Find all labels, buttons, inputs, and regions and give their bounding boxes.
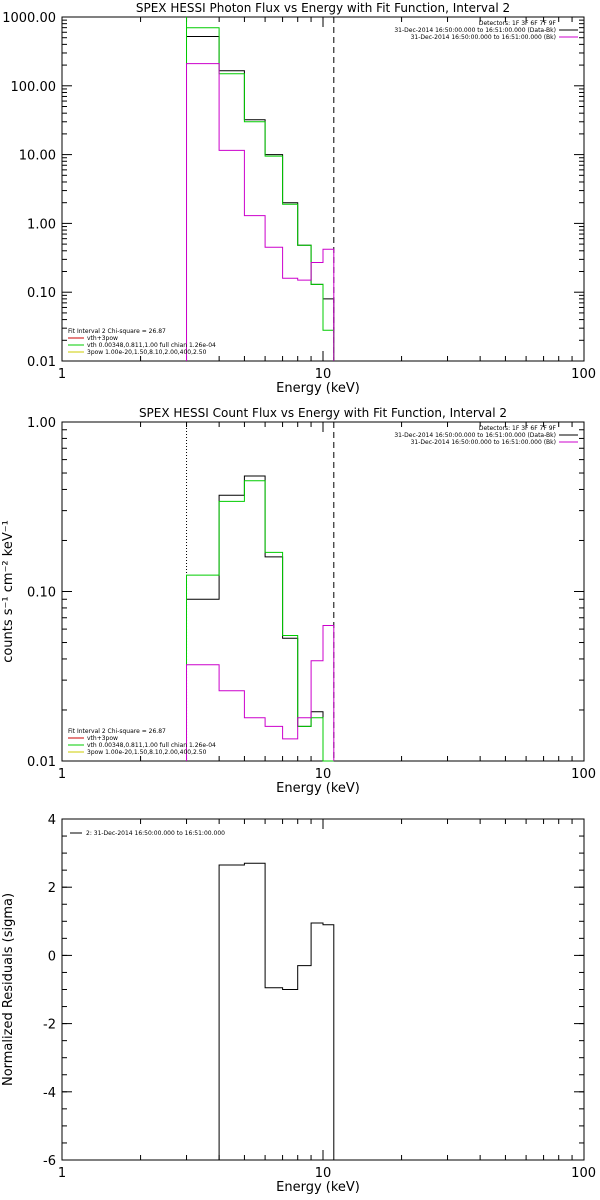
y-tick-label: 2 [48,881,56,896]
x-axis-label: Energy (keV) [276,1180,360,1195]
y-axis-label: Normalized Residuals (sigma) [1,893,16,1086]
series-1-histogram [186,862,335,1161]
x-tick-label: 100 [571,1166,596,1181]
plot-frame [61,818,585,1161]
x-tick-label: 10 [315,767,332,782]
x-axis-label: Energy (keV) [276,381,360,396]
y-tick-label: 1.00 [27,217,56,232]
legend-right-entry: 31-Dec-2014 16:50:00.000 to 16:51:00.000… [411,34,556,41]
legend-right-entry: 31-Dec-2014 16:50:00.000 to 16:51:00.000… [394,432,556,439]
x-axis-label: Energy (keV) [276,781,360,796]
legend-right-entry: 31-Dec-2014 16:50:00.000 to 16:51:00.000… [394,27,556,34]
series-1-histogram [186,475,334,762]
y-tick-label: 1.00 [27,416,56,431]
y-axis-label: counts s⁻¹ cm⁻² keV⁻¹ [1,520,16,663]
y-tick-label: 0 [48,949,56,964]
series-3-histogram [186,625,335,761]
y-tick-label: -6 [43,1154,56,1169]
series-1-histogram [186,36,335,361]
legend-left-entry: vth+3pow [87,335,118,342]
chart-title: SPEX HESSI Count Flux vs Energy with Fit… [139,406,507,420]
series-2-histogram [186,27,335,361]
y-tick-label: 0.10 [27,286,56,301]
chart-title: SPEX HESSI Photon Flux vs Energy with Fi… [136,1,510,15]
x-tick-label: 10 [315,367,332,382]
y-tick-label: 1000.00 [2,11,56,26]
x-tick-label: 10 [315,1166,332,1181]
legend-left-entry: vth 0.00348,0.811,1.00 full chian 1.26e-… [87,742,216,749]
y-tick-label: 100.00 [11,80,57,95]
chart-panel-2: SPEX HESSI Count Flux vs Energy with Fit… [1,406,596,796]
x-tick-label: 1 [58,1166,66,1181]
legend-right-entry: Detectors: 1F 3F 6F 7F 9F [479,425,557,432]
x-tick-label: 100 [571,767,596,782]
legend-right-entry: 31-Dec-2014 16:50:00.000 to 16:51:00.000… [411,439,556,446]
y-tick-label: 0.01 [27,755,56,770]
chart-panel-1: SPEX HESSI Photon Flux vs Energy with Fi… [2,1,596,396]
x-tick-label: 100 [571,367,596,382]
chart-panel-3: 1 10 100 -6 -4 -2 0 2 4 Energy (keV) Normalized Re… [1,813,596,1195]
legend-left-entry: 3pow 1.00e-20,1.50,8.10,2.00,400,2.50 [87,349,207,356]
legend-right-entry: Detectors: 1F 3F 6F 7F 9F [479,20,557,27]
x-tick-label: 1 [58,767,66,782]
legend-top-entry: 2: 31-Dec-2014 16:50:00.000 to 16:51:00.… [86,830,225,837]
legend-left-entry: 3pow 1.00e-20,1.50,8.10,2.00,400,2.50 [87,749,207,756]
y-tick-label: 0.10 [27,586,56,601]
series-3-histogram [186,63,335,361]
legend-left-entry: Fit Interval 2 Chi-square = 26.87 [68,328,166,335]
y-tick-label: -4 [43,1086,56,1101]
y-tick-label: 4 [48,813,56,828]
y-tick-label: 0.01 [27,355,56,370]
y-tick-label: 10.00 [19,149,56,164]
series-2-histogram [186,480,334,762]
legend-left-entry: vth+3pow [87,735,118,742]
legend-left-entry: Fit Interval 2 Chi-square = 26.87 [68,728,166,735]
x-tick-label: 1 [58,367,66,382]
legend-left-entry: vth 0.00348,0.811,1.00 full chian 1.26e-… [87,342,216,349]
plot-frame [61,421,585,762]
y-tick-label: -2 [43,1018,56,1033]
